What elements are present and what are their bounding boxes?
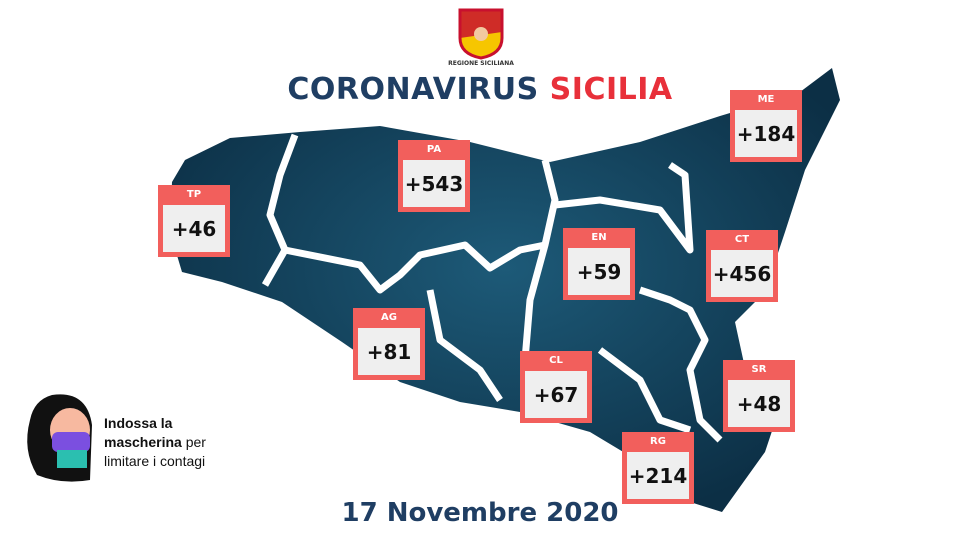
province-box-tp: TP +46 (158, 185, 230, 257)
page-title: CORONAVIRUS SICILIA (287, 72, 673, 107)
regione-siciliana-logo (458, 8, 504, 60)
province-box-cl: CL +67 (520, 351, 592, 423)
province-box-ag: AG +81 (353, 308, 425, 380)
sicily-shape (170, 68, 840, 512)
province-box-me: ME +184 (730, 90, 802, 162)
province-box-sr: SR +48 (723, 360, 795, 432)
logo-text: REGIONE SICILIANA (448, 60, 514, 67)
province-box-ct: CT +456 (706, 230, 778, 302)
province-borders (261, 133, 723, 443)
date-label: 17 Novembre 2020 (341, 498, 619, 528)
province-box-pa: PA +543 (398, 140, 470, 212)
woman-with-mask-icon (27, 394, 92, 482)
mask-notice: Indossa la mascherina per limitare i con… (104, 415, 206, 469)
province-box-en: EN +59 (563, 228, 635, 300)
province-box-rg: RG +214 (622, 432, 694, 504)
